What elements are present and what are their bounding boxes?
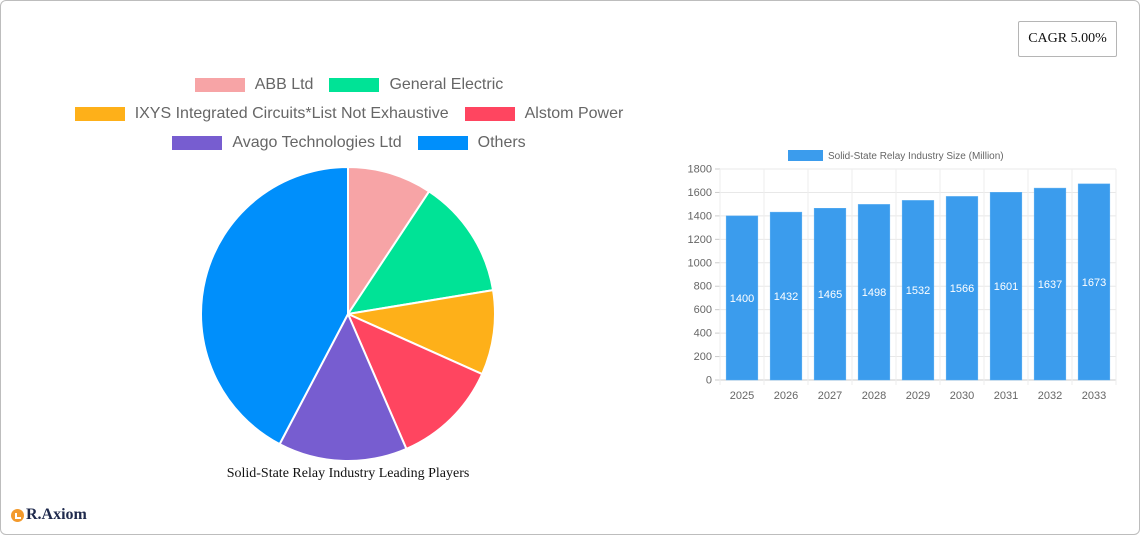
legend-swatch <box>464 106 515 121</box>
y-tick-label: 1400 <box>688 210 712 222</box>
bar[interactable] <box>1033 187 1067 381</box>
pie-slice[interactable] <box>347 165 431 318</box>
pie-slice[interactable] <box>278 311 408 462</box>
x-tick-label: 2031 <box>994 390 1018 402</box>
pie-slice[interactable] <box>345 190 495 316</box>
bar-value-label: 1432 <box>774 291 798 303</box>
legend-swatch <box>329 77 380 92</box>
bar-value-label: 1400 <box>730 293 754 305</box>
bar[interactable] <box>901 200 935 381</box>
cagr-badge: CAGR 5.00% <box>1018 21 1117 57</box>
bar-value-label: 1465 <box>818 289 842 301</box>
bar-value-label: 1673 <box>1082 277 1106 289</box>
bar-chart: Solid-State Relay Industry Size (Million… <box>680 140 1140 410</box>
y-tick-label: 200 <box>694 351 712 363</box>
pie-chart <box>198 164 498 464</box>
legend-label: General Electric <box>389 75 504 93</box>
pie-chart-svg <box>200 165 496 462</box>
bar[interactable] <box>725 215 759 381</box>
x-tick-label: 2026 <box>774 390 798 402</box>
brand-name: R.Axiom <box>26 506 87 523</box>
x-tick-label: 2025 <box>730 390 754 402</box>
pie-caption: Solid-State Relay Industry Leading Playe… <box>226 466 470 481</box>
bar-value-label: 1637 <box>1038 279 1062 291</box>
y-tick-label: 600 <box>694 304 712 316</box>
x-tick-label: 2029 <box>906 390 930 402</box>
legend-item[interactable]: ABB Ltd <box>194 75 314 94</box>
brand-logo: R.Axiom <box>11 506 87 524</box>
y-tick-label: 1000 <box>688 257 712 269</box>
bar-value-label: 1566 <box>950 283 974 295</box>
bar-value-label: 1601 <box>994 281 1018 293</box>
x-tick-label: 2032 <box>1038 390 1062 402</box>
bar-value-label: 1532 <box>906 285 930 297</box>
legend-swatch <box>194 77 245 92</box>
bar[interactable] <box>769 211 803 381</box>
y-tick-label: 1200 <box>688 234 712 246</box>
legend-item[interactable]: Others <box>417 133 526 152</box>
bar-legend-label: Solid-State Relay Industry Size (Million… <box>828 151 1004 162</box>
bar[interactable] <box>1077 183 1111 381</box>
pie-slice[interactable] <box>200 165 349 446</box>
legend-swatch <box>74 106 125 121</box>
x-tick-label: 2030 <box>950 390 974 402</box>
legend-row: ABB Ltd General Electric <box>0 70 698 99</box>
bar-chart-svg: Solid-State Relay Industry Size (Million… <box>688 150 1117 402</box>
y-tick-label: 400 <box>694 328 712 340</box>
legend-item[interactable]: IXYS Integrated Circuits*List Not Exhaus… <box>74 104 449 123</box>
legend-item[interactable]: General Electric <box>329 76 503 94</box>
legend-label: Avago Technologies Ltd <box>232 133 402 151</box>
legend-label: ABB Ltd <box>254 75 314 93</box>
x-tick-label: 2027 <box>818 390 842 402</box>
legend-item[interactable]: Avago Technologies Ltd <box>172 133 402 152</box>
y-tick-label: 800 <box>694 281 712 293</box>
legend-row: IXYS Integrated Circuits*List Not Exhaus… <box>0 99 698 128</box>
legend-label: Others <box>477 133 526 151</box>
x-tick-label: 2028 <box>862 390 886 402</box>
bar-value-label: 1498 <box>862 287 886 299</box>
pie-slice[interactable] <box>344 288 496 376</box>
bar[interactable] <box>989 192 1023 381</box>
cagr-label: CAGR 5.00% <box>1028 31 1107 46</box>
pie-slice[interactable] <box>346 312 484 451</box>
y-tick-label: 0 <box>706 375 712 387</box>
legend-label: Alstom Power <box>524 104 624 122</box>
legend-item[interactable]: Alstom Power <box>464 104 624 123</box>
y-tick-label: 1800 <box>688 164 712 176</box>
bar[interactable] <box>857 204 891 381</box>
pie-legend: ABB Ltd General Electric IXYS Integrated C… <box>0 70 698 157</box>
legend-label: IXYS Integrated Circuits*List Not Exhaus… <box>134 104 449 122</box>
legend-swatch <box>172 135 223 150</box>
logo-icon <box>11 508 24 522</box>
legend-row: Avago Technologies Ltd Others <box>0 128 698 157</box>
y-tick-label: 1600 <box>688 187 712 199</box>
bar[interactable] <box>813 208 847 381</box>
bar[interactable] <box>945 196 979 381</box>
x-tick-label: 2033 <box>1082 390 1106 402</box>
bar-legend-swatch <box>788 150 823 161</box>
legend-swatch <box>417 135 468 150</box>
